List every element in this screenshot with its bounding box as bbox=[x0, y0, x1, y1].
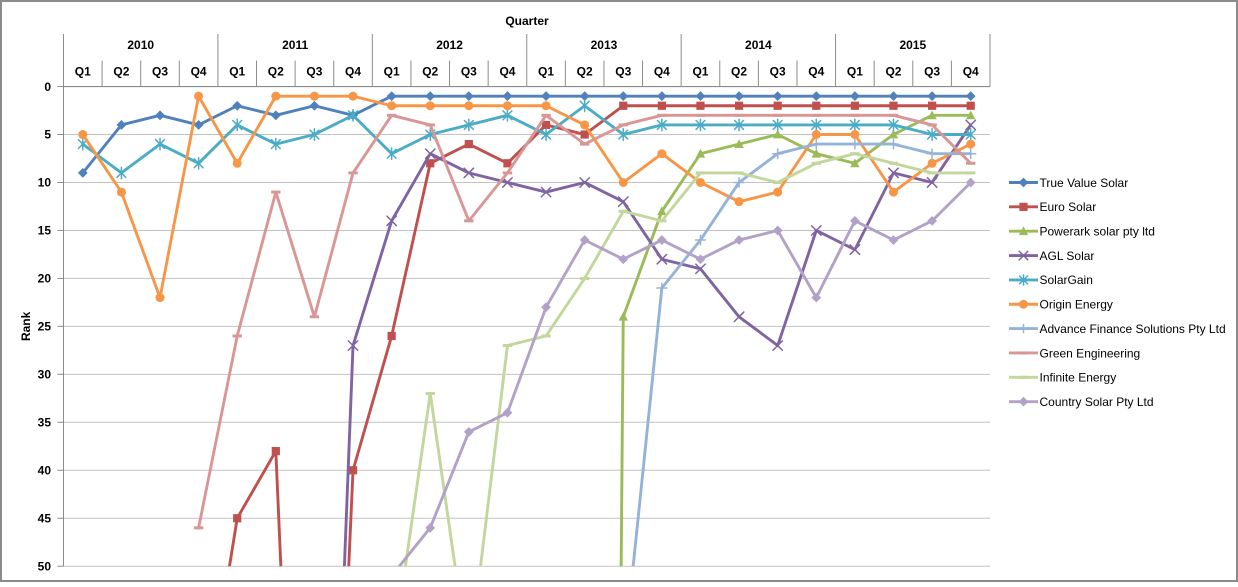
svg-text:50: 50 bbox=[38, 559, 52, 573]
svg-text:Q2: Q2 bbox=[422, 65, 438, 79]
svg-text:2012: 2012 bbox=[436, 38, 463, 52]
svg-text:AGL Solar: AGL Solar bbox=[1040, 249, 1095, 263]
svg-text:Q4: Q4 bbox=[345, 65, 361, 79]
svg-text:Infinite Energy: Infinite Energy bbox=[1040, 371, 1117, 385]
svg-text:40: 40 bbox=[38, 463, 52, 477]
svg-text:Q3: Q3 bbox=[461, 65, 477, 79]
svg-text:2011: 2011 bbox=[282, 38, 308, 52]
svg-text:35: 35 bbox=[38, 416, 52, 430]
svg-text:Q3: Q3 bbox=[615, 65, 631, 79]
svg-text:Q1: Q1 bbox=[229, 65, 245, 79]
svg-text:45: 45 bbox=[38, 511, 52, 525]
svg-text:2010: 2010 bbox=[127, 38, 154, 52]
svg-text:2014: 2014 bbox=[745, 38, 772, 52]
svg-text:Quarter: Quarter bbox=[505, 14, 549, 28]
svg-text:Q1: Q1 bbox=[384, 65, 400, 79]
svg-text:20: 20 bbox=[38, 272, 52, 286]
svg-text:Q4: Q4 bbox=[191, 65, 207, 79]
svg-text:True Value Solar: True Value Solar bbox=[1040, 176, 1129, 190]
svg-text:Q1: Q1 bbox=[538, 65, 554, 79]
svg-text:Powerark solar pty ltd: Powerark solar pty ltd bbox=[1040, 225, 1155, 239]
svg-text:Q1: Q1 bbox=[847, 65, 863, 79]
svg-text:Q1: Q1 bbox=[692, 65, 708, 79]
svg-text:Q1: Q1 bbox=[75, 65, 91, 79]
svg-text:30: 30 bbox=[38, 368, 52, 382]
svg-text:Q2: Q2 bbox=[731, 65, 747, 79]
svg-text:Euro Solar: Euro Solar bbox=[1040, 200, 1097, 214]
svg-text:25: 25 bbox=[38, 320, 52, 334]
svg-text:Q2: Q2 bbox=[577, 65, 593, 79]
svg-text:Q2: Q2 bbox=[113, 65, 129, 79]
svg-text:Q2: Q2 bbox=[885, 65, 901, 79]
svg-text:Origin Energy: Origin Energy bbox=[1040, 298, 1113, 312]
svg-text:2013: 2013 bbox=[591, 38, 618, 52]
svg-text:Advance Finance Solutions Pty: Advance Finance Solutions Pty Ltd bbox=[1040, 322, 1226, 336]
svg-text:Rank: Rank bbox=[19, 311, 33, 341]
svg-text:Q4: Q4 bbox=[499, 65, 515, 79]
svg-text:Country Solar Pty Ltd: Country Solar Pty Ltd bbox=[1040, 395, 1154, 409]
svg-text:Q3: Q3 bbox=[924, 65, 940, 79]
svg-text:2015: 2015 bbox=[899, 38, 926, 52]
svg-text:Q4: Q4 bbox=[654, 65, 670, 79]
svg-text:Q2: Q2 bbox=[268, 65, 284, 79]
svg-text:10: 10 bbox=[38, 176, 52, 190]
svg-text:SolarGain: SolarGain bbox=[1040, 273, 1093, 287]
svg-text:0: 0 bbox=[44, 80, 51, 94]
svg-text:Q3: Q3 bbox=[306, 65, 322, 79]
svg-text:Q4: Q4 bbox=[963, 65, 979, 79]
svg-text:Green Engineering: Green Engineering bbox=[1040, 346, 1141, 360]
svg-text:15: 15 bbox=[38, 224, 52, 238]
svg-text:5: 5 bbox=[44, 128, 51, 142]
svg-text:Q3: Q3 bbox=[770, 65, 786, 79]
svg-text:Q4: Q4 bbox=[808, 65, 824, 79]
svg-text:Q3: Q3 bbox=[152, 65, 168, 79]
